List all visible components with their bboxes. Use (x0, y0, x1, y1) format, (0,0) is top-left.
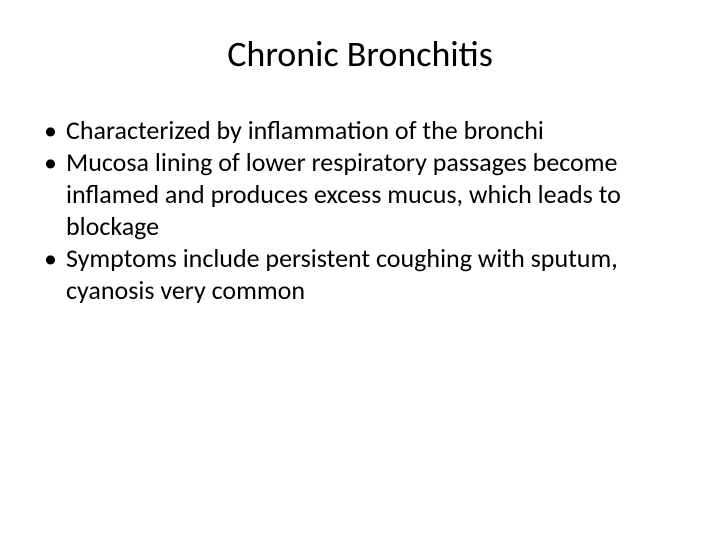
list-item: Mucosa lining of lower respiratory passa… (44, 146, 680, 242)
slide-body: Characterized by inflammation of the bro… (0, 114, 720, 306)
slide-title: Chronic Bronchitis (0, 32, 720, 76)
list-item: Characterized by inflammation of the bro… (44, 114, 680, 146)
bullet-list: Characterized by inflammation of the bro… (44, 114, 680, 306)
slide: Chronic Bronchitis Characterized by infl… (0, 0, 720, 540)
list-item: Symptoms include persistent coughing wit… (44, 242, 680, 306)
